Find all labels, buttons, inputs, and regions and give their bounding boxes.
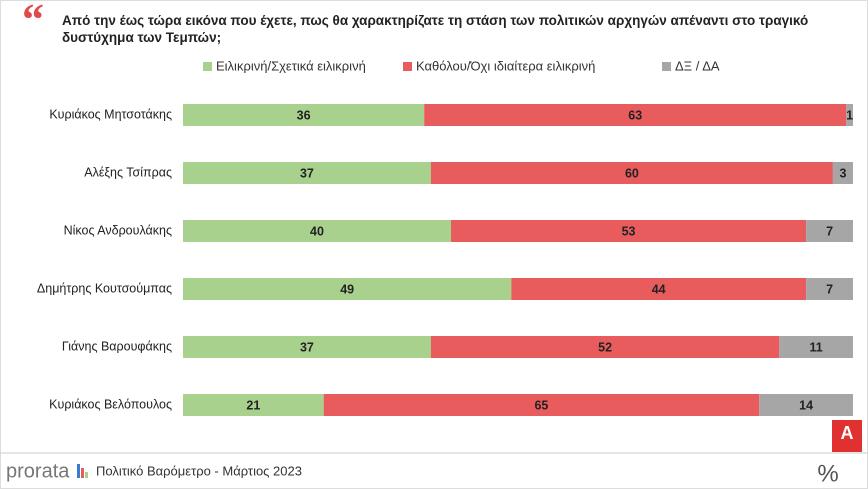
category-label: Δημήτρης Κουτσούμπας <box>37 281 172 295</box>
value-label: 3 <box>839 166 846 180</box>
bar-segment <box>183 162 431 184</box>
category-label: Αλέξης Τσίπρας <box>84 165 172 179</box>
value-label: 14 <box>799 398 813 412</box>
bar-segment <box>183 278 512 300</box>
value-label: 37 <box>300 166 314 180</box>
bar-segment <box>846 104 853 126</box>
svg-text:A: A <box>841 423 854 443</box>
value-label: 53 <box>622 224 636 238</box>
value-label: 1 <box>846 108 853 122</box>
source-logo: prorata <box>6 460 70 482</box>
bar-segment <box>183 220 451 242</box>
bar-segment <box>779 336 853 358</box>
bar-segment <box>183 394 324 416</box>
legend-swatch <box>662 62 671 71</box>
bar-segment <box>183 336 431 358</box>
value-label: 36 <box>297 108 311 122</box>
legend-swatch <box>203 62 212 71</box>
quote-mark: “ <box>22 0 44 44</box>
category-label: Νίκος Ανδρουλάκης <box>64 223 172 237</box>
value-label: 40 <box>310 224 324 238</box>
bar-segment <box>323 394 760 416</box>
value-label: 44 <box>652 282 666 296</box>
category-label: Κυριάκος Μητσοτάκης <box>49 107 172 121</box>
bar-segment <box>832 162 853 184</box>
percent-logo: % <box>817 460 838 487</box>
footer-text: Πολιτικό Βαρόμετρο - Μάρτιος 2023 <box>96 463 302 478</box>
bar-segment <box>424 104 847 126</box>
category-label: Κυριάκος Βελόπουλος <box>49 397 172 411</box>
value-label: 65 <box>534 398 548 412</box>
value-label: 63 <box>628 108 642 122</box>
value-label: 60 <box>625 166 639 180</box>
bar-segment <box>759 394 853 416</box>
footer-icon <box>77 464 88 478</box>
bar-segment <box>430 336 780 358</box>
value-label: 52 <box>598 340 612 354</box>
value-label: 7 <box>826 282 833 296</box>
value-label: 49 <box>340 282 354 296</box>
legend-label: Καθόλου/Όχι ιδιαίτερα ειλικρινή <box>416 58 595 73</box>
legend-label: ΔΞ / ΔΑ <box>675 58 720 73</box>
bar-segment <box>451 220 807 242</box>
bar-segment <box>806 278 853 300</box>
value-label: 37 <box>300 340 314 354</box>
bar-segment <box>183 104 425 126</box>
chart-title: Από την έως τώρα εικόνα που έχετε, πως θ… <box>62 13 809 45</box>
legend-swatch <box>403 62 412 71</box>
value-label: 7 <box>826 224 833 238</box>
bar-segment <box>511 278 807 300</box>
bar-segment <box>806 220 853 242</box>
brand-icon: A <box>832 420 862 452</box>
value-label: 21 <box>246 398 260 412</box>
bar-segment <box>430 162 833 184</box>
value-label: 11 <box>810 340 823 354</box>
category-label: Γιάνης Βαρουφάκης <box>62 339 172 353</box>
legend-label: Ειλικρινή/Σχετικά ειλικρινή <box>216 58 366 73</box>
